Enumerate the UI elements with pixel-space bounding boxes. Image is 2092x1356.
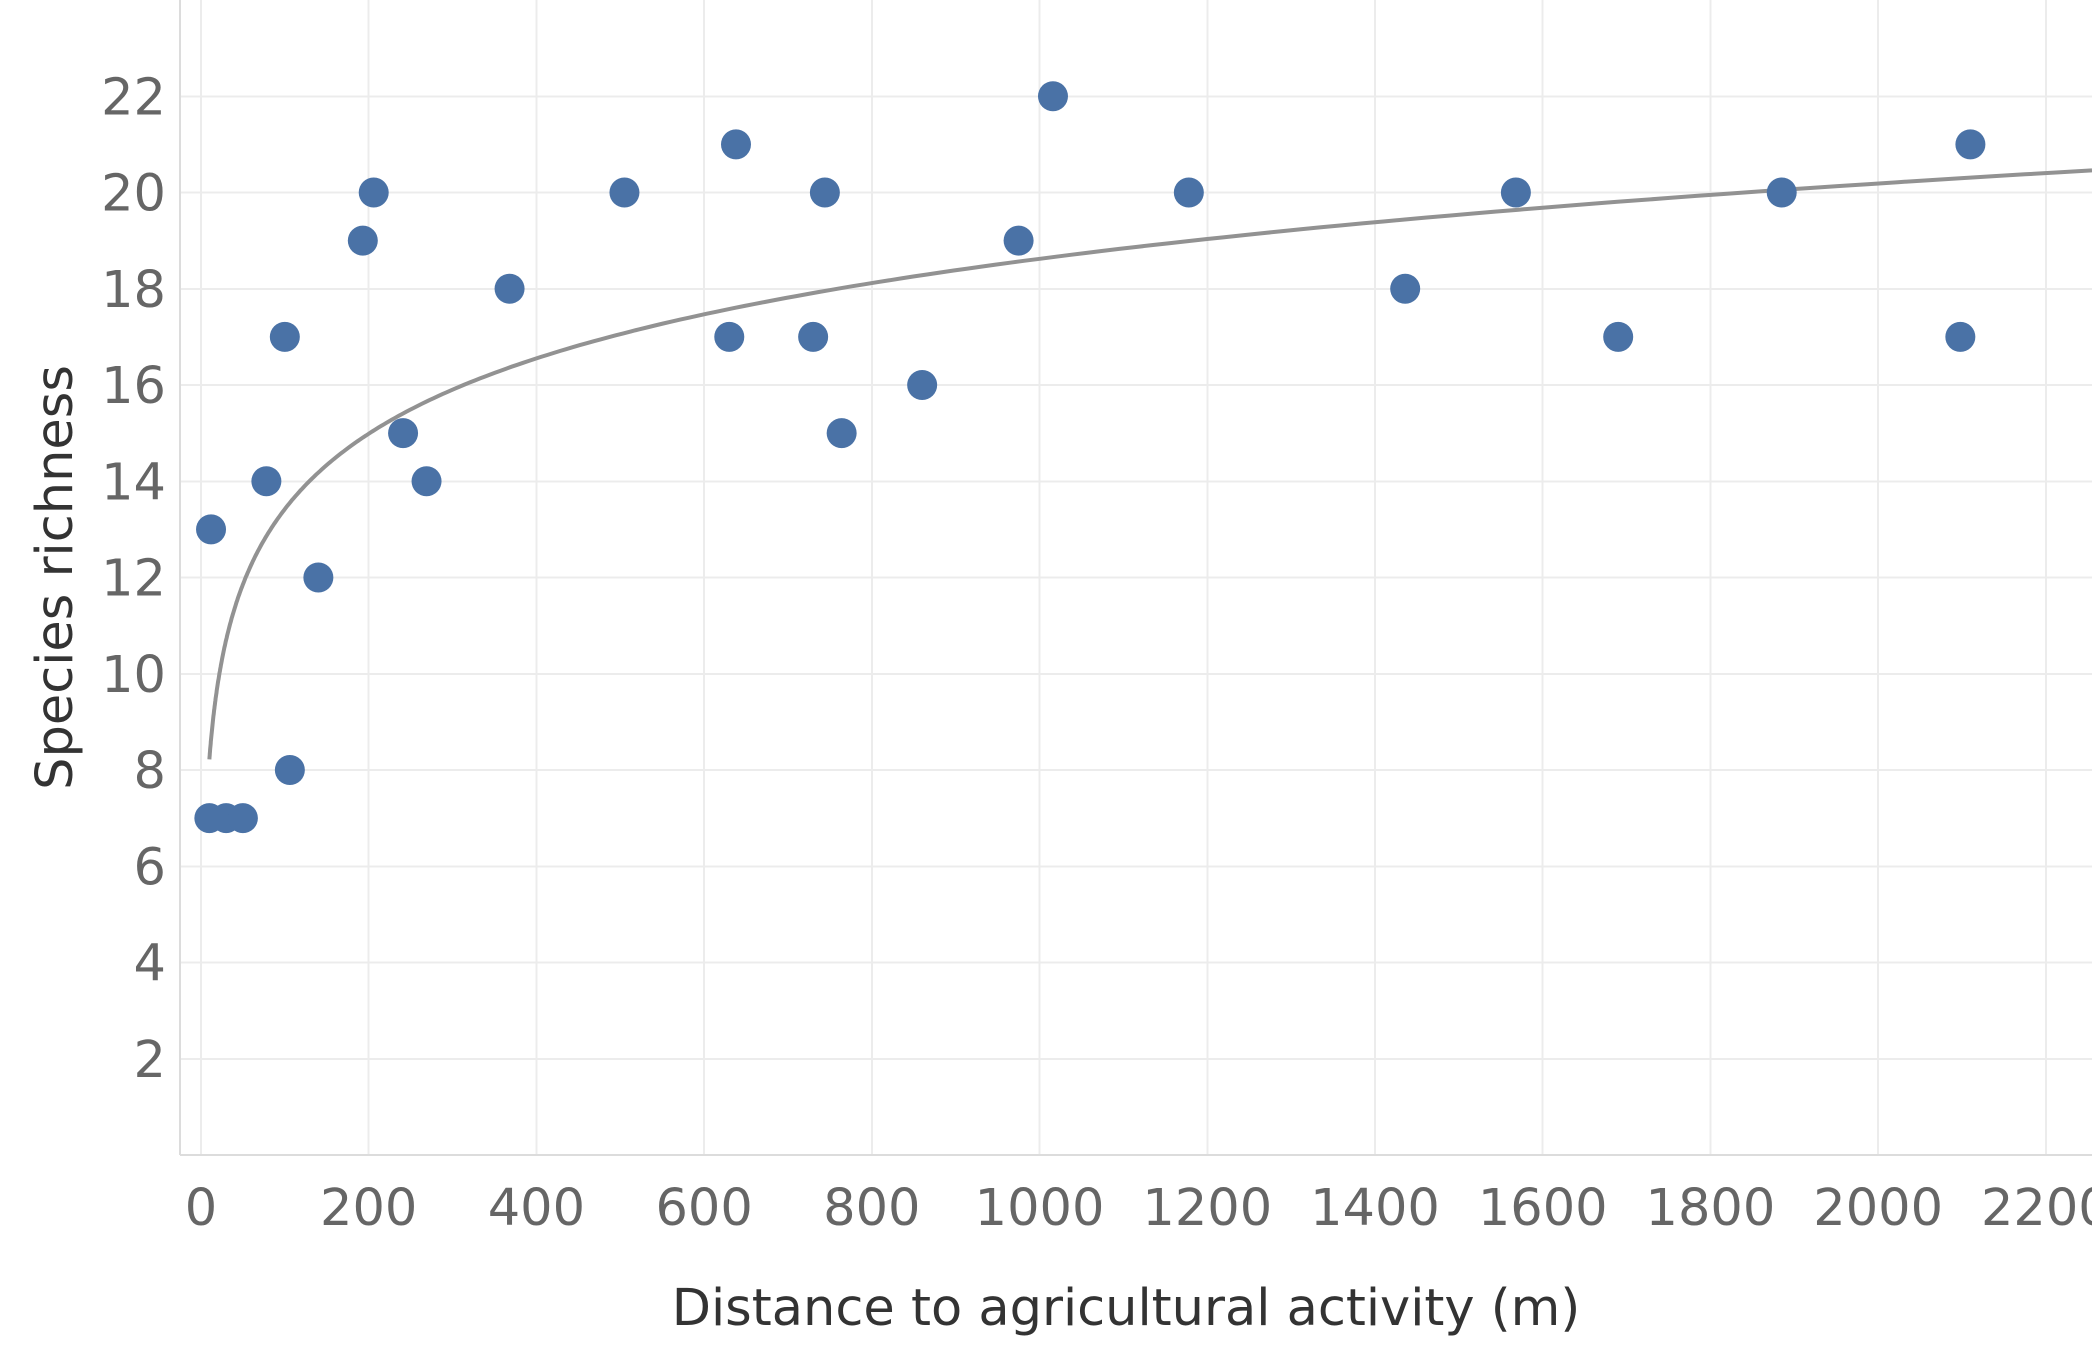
x-tick-label: 400 [488, 1179, 585, 1238]
data-point [1173, 177, 1204, 208]
data-point [274, 755, 305, 785]
data-point [1603, 321, 1634, 352]
data-point [1945, 321, 1976, 352]
x-tick-label: 800 [823, 1179, 920, 1238]
y-axis-title: Species richness [26, 365, 85, 790]
trend-line [207, 168, 2092, 760]
data-point [411, 466, 442, 497]
data-point [269, 321, 300, 352]
data-point [1003, 225, 1034, 256]
x-tick-label: 200 [320, 1179, 417, 1238]
y-tick-label: 2 [134, 1031, 166, 1090]
data-point [1955, 129, 1986, 160]
data-point [907, 370, 938, 400]
x-tick-label: 2000 [1813, 1179, 1943, 1238]
data-point [251, 466, 282, 497]
data-point [609, 177, 640, 208]
data-point [720, 129, 751, 160]
data-point [1390, 273, 1421, 304]
data-point [1766, 177, 1797, 208]
y-tick-label: 22 [101, 68, 166, 127]
y-tick-label: 14 [101, 453, 166, 512]
y-tick-label: 12 [101, 550, 166, 609]
y-tick-label: 6 [134, 838, 166, 897]
x-tick-label: 1400 [1310, 1179, 1440, 1238]
data-point [809, 177, 840, 208]
data-point [826, 418, 857, 449]
data-point [798, 321, 829, 352]
data-point [494, 273, 525, 304]
x-tick-label: 1200 [1142, 1179, 1272, 1238]
y-tick-label: 18 [101, 261, 166, 320]
x-tick-label: 1600 [1478, 1179, 1608, 1238]
y-tick-label: 8 [134, 742, 166, 801]
data-point [358, 177, 389, 208]
y-tick-label: 10 [101, 646, 166, 705]
x-tick-labels: 0 200 400 600 800 1000 1200 1400 1600 1800 2000 220… [185, 1179, 2092, 1238]
data-point [714, 321, 745, 352]
data-point [1037, 81, 1068, 112]
x-tick-label: 0 [185, 1179, 217, 1238]
x-tick-label: 1000 [975, 1179, 1105, 1238]
x-axis-title: Distance to agricultural activity (m) [672, 1279, 1581, 1338]
data-point [303, 562, 334, 593]
x-tick-label: 600 [655, 1179, 752, 1238]
y-tick-label: 4 [134, 935, 166, 994]
y-tick-label: 20 [101, 165, 166, 224]
y-gridlines [180, 95, 2092, 1060]
data-point [227, 803, 258, 834]
x-tick-label: 1800 [1646, 1179, 1776, 1238]
y-tick-labels: 2 4 6 8 10 12 14 16 18 20 22 [101, 68, 166, 1090]
x-tick-label: 2200 [1981, 1179, 2092, 1238]
y-tick-label: 16 [101, 357, 166, 416]
data-point [1500, 177, 1531, 208]
data-point [347, 225, 378, 256]
data-points [194, 81, 1986, 834]
data-point [388, 418, 419, 449]
data-point [196, 514, 227, 545]
